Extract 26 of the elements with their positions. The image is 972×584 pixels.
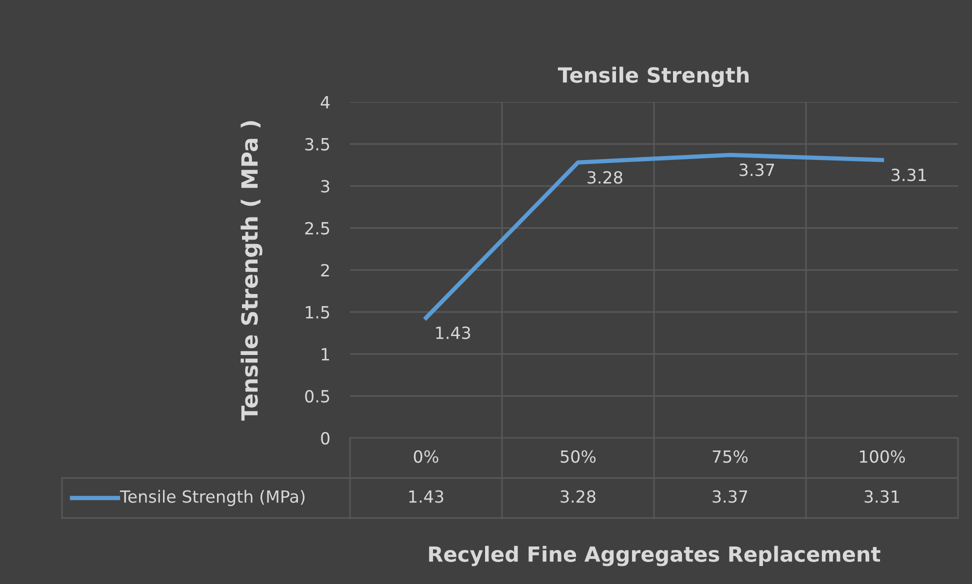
y-axis-title: Tensile Strength ( MPa )	[240, 121, 262, 421]
data-label: 3.28	[560, 490, 596, 503]
x-tick-label: 50%	[560, 450, 596, 463]
x-tick-label: 100%	[860, 450, 905, 463]
annotation: 1.43	[436, 326, 470, 340]
line-series	[424, 152, 884, 320]
annotation: 3.31	[892, 168, 926, 182]
y-tick-label: 3	[321, 180, 330, 193]
x-axis-title: Recyled Fine Aggregates Replacement	[429, 546, 880, 566]
y-tick-label: 0	[321, 432, 330, 445]
x-tick-label: 0%	[414, 450, 438, 463]
y-tick-label: 4	[320, 96, 330, 108]
y-tick-label: 1.5	[306, 306, 330, 319]
data-label: 3.31	[864, 490, 900, 503]
data-label: 3.37	[712, 490, 748, 503]
y-tick-label: 2	[321, 264, 329, 276]
x-tick-label: 75%	[712, 450, 748, 463]
y-tick-label: 0.5	[305, 390, 330, 403]
y-tick-label: 3.5	[305, 138, 330, 151]
data-label: 1.43	[409, 490, 444, 503]
y-tick-label: 1	[322, 348, 330, 360]
annotation: 3.37	[740, 164, 774, 176]
annotation: 3.28	[588, 171, 622, 184]
y-tick-label: 2.5	[305, 222, 330, 235]
chart-title: Tensile Strength	[558, 66, 749, 88]
legend-label: Tensile Strength (MPa)	[120, 490, 305, 506]
